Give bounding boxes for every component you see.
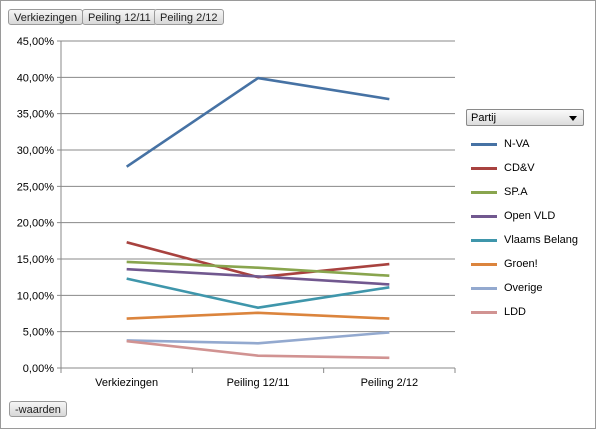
series-lines xyxy=(125,76,390,360)
legend-label: Overige xyxy=(504,282,543,294)
legend-item: LDD xyxy=(466,300,586,324)
legend-swatch xyxy=(471,214,497,218)
gridlines xyxy=(57,40,455,369)
y-tick-label: 25,00% xyxy=(17,181,55,193)
y-tick-label: 35,00% xyxy=(17,109,55,121)
legend-swatch xyxy=(471,262,497,266)
y-tick-label: 10,00% xyxy=(17,290,55,302)
legend-label: LDD xyxy=(504,306,527,318)
legend-item: CD&V xyxy=(466,156,586,180)
legend-label: CD&V xyxy=(504,162,535,174)
legend-swatch xyxy=(471,166,497,170)
legend-item: Groen! xyxy=(466,252,586,276)
legend-swatch xyxy=(471,238,497,242)
series-line-ldd[interactable] xyxy=(126,339,390,360)
y-tick-label: 30,00% xyxy=(17,145,55,157)
x-tick-label: Peiling 12/11 xyxy=(227,377,290,389)
y-tick-label: 20,00% xyxy=(17,218,55,230)
legend-swatch xyxy=(471,310,497,314)
series-line-groen-[interactable] xyxy=(126,311,390,320)
chevron-down-icon xyxy=(569,116,577,121)
y-tick-label: 40,00% xyxy=(17,72,55,84)
legend-filter-dropdown[interactable]: Partij xyxy=(466,109,584,126)
legend-swatch xyxy=(471,286,497,290)
series-line-vlaams-belang[interactable] xyxy=(126,277,390,309)
legend: Partij N-VA CD&V SP.A Open VLD Vlaams Belang… xyxy=(466,109,586,324)
x-tick-label: Peiling 2/12 xyxy=(361,377,419,389)
y-tick-label: 5,00% xyxy=(23,327,54,339)
legend-item: Vlaams Belang xyxy=(466,228,586,252)
legend-label: Groen! xyxy=(504,258,538,270)
legend-label: Vlaams Belang xyxy=(504,234,578,246)
series-line-overige[interactable] xyxy=(126,331,390,345)
y-axis-ticks: 0,00% 5,00% 10,00% 15,00% 20,00% 25,00% 30,00%… xyxy=(17,36,55,375)
y-tick-label: 15,00% xyxy=(17,254,55,266)
legend-item: N-VA xyxy=(466,132,586,156)
legend-item: Open VLD xyxy=(466,204,586,228)
legend-item: Overige xyxy=(466,276,586,300)
legend-label: Open VLD xyxy=(504,210,556,222)
legend-label: SP.A xyxy=(504,186,528,198)
legend-item: SP.A xyxy=(466,180,586,204)
x-axis-ticks: Verkiezingen Peiling 12/11 Peiling 2/12 xyxy=(60,368,456,389)
series-line-open-vld[interactable] xyxy=(126,267,390,286)
filter-verkiezingen-button[interactable]: Verkiezingen xyxy=(8,9,83,25)
y-tick-label: 0,00% xyxy=(23,363,54,375)
y-tick-label: 45,00% xyxy=(17,36,55,48)
values-button[interactable]: -waarden xyxy=(9,401,67,417)
legend-label: N-VA xyxy=(504,138,530,150)
filter-peiling-2-12-button[interactable]: Peiling 2/12 xyxy=(154,9,224,25)
series-line-n-va[interactable] xyxy=(125,76,390,168)
x-tick-label: Verkiezingen xyxy=(95,377,158,389)
legend-title: Partij xyxy=(471,112,497,124)
series-line-sp-a[interactable] xyxy=(126,260,390,278)
legend-swatch xyxy=(471,190,497,194)
legend-swatch xyxy=(471,142,497,146)
